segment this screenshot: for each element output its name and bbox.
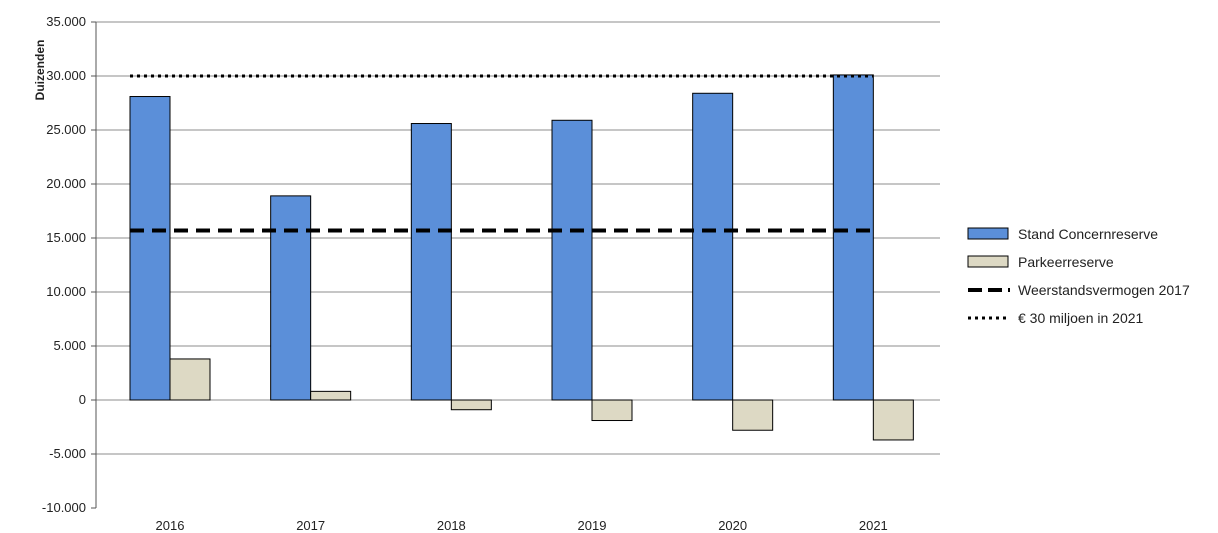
bar-parkeerreserve-2019	[591, 399, 633, 422]
legend: Stand Concernreserve Parkeerreserve Weerst…	[967, 226, 1190, 326]
y-tick-label: 30.000	[46, 68, 86, 83]
bar-parkeerreserve-2016	[169, 358, 211, 401]
x-tick-label: 2018	[437, 518, 466, 533]
bar-stand-concernreserve-2017	[270, 195, 312, 401]
x-tick-label: 2021	[859, 518, 888, 533]
y-tick-label: -5.000	[49, 446, 86, 461]
bar-parkeerreserve-2020	[732, 399, 774, 431]
y-tick-label: 0	[79, 392, 86, 407]
x-tick-label: 2020	[718, 518, 747, 533]
y-tick-label: 20.000	[46, 176, 86, 191]
y-tick-label: -10.000	[42, 500, 86, 515]
legend-swatch	[967, 255, 1009, 268]
y-tick-label: 15.000	[46, 230, 86, 245]
bar-stand-concernreserve-2020	[692, 92, 734, 401]
legend-label: € 30 miljoen in 2021	[1018, 310, 1144, 326]
bar-stand-concernreserve-2019	[551, 119, 593, 401]
legend-label: Stand Concernreserve	[1018, 226, 1158, 242]
bar-layer	[129, 74, 914, 441]
y-axis-title: Duizenden	[33, 40, 47, 101]
bar-stand-concernreserve-2016	[129, 96, 171, 401]
bar-stand-concernreserve-2018	[410, 123, 452, 401]
x-tick-label: 2019	[578, 518, 607, 533]
line-layer	[130, 74, 874, 233]
legend-swatch	[967, 227, 1009, 240]
legend-label: Weerstandsvermogen 2017	[1018, 282, 1190, 298]
bar-stand-concernreserve-2021	[832, 74, 874, 401]
bar-parkeerreserve-2017	[310, 390, 352, 401]
y-tick-label: 25.000	[46, 122, 86, 137]
legend-label: Parkeerreserve	[1018, 254, 1114, 270]
y-tick-label: 10.000	[46, 284, 86, 299]
y-tick-label: 35.000	[46, 14, 86, 29]
x-tick-label: 2017	[296, 518, 325, 533]
grid-layer	[96, 21, 940, 455]
y-tick-label: 5.000	[53, 338, 86, 353]
bar-parkeerreserve-2021	[872, 399, 914, 441]
x-tick-label: 2016	[156, 518, 185, 533]
axis-layer: 35.000 30.000 25.000 20.000 15.000 10.000 5.00…	[42, 14, 888, 533]
bar-parkeerreserve-2018	[450, 399, 492, 411]
